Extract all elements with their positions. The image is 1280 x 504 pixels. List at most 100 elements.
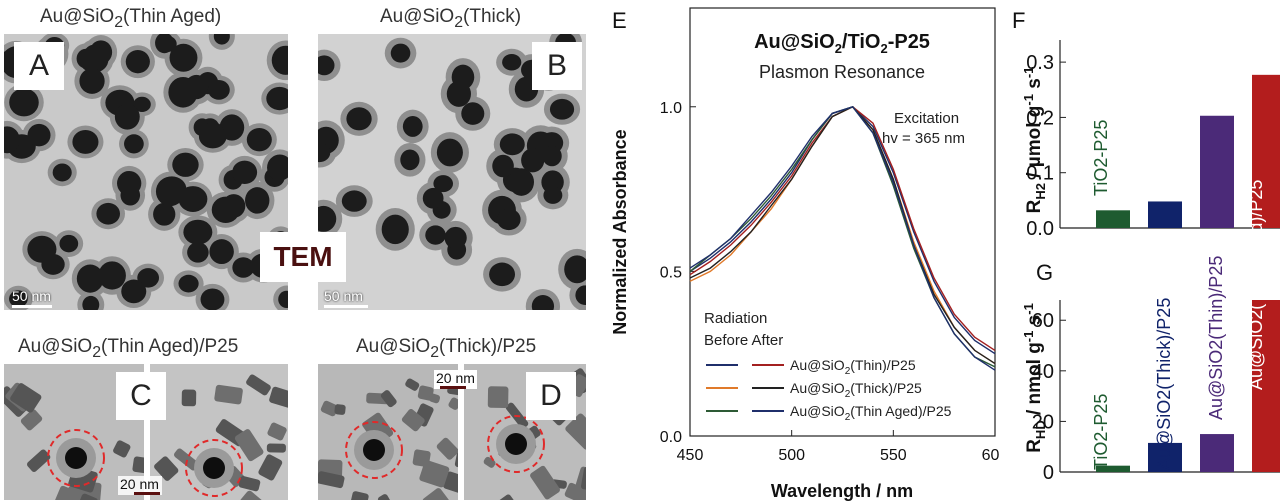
gold-core	[271, 45, 288, 75]
tio2-fragment	[419, 460, 450, 488]
gold-core	[207, 79, 230, 100]
gold-core	[133, 96, 151, 112]
coated-particle-core	[203, 457, 225, 479]
micrograph-c-left-particles	[4, 382, 144, 500]
gold-core	[84, 44, 103, 63]
bar	[1148, 442, 1182, 472]
gold-core	[9, 88, 39, 117]
gold-core	[153, 202, 176, 226]
tio2-fragment	[234, 429, 264, 462]
tio2-fragment	[154, 456, 179, 481]
tio2-fragment	[487, 386, 509, 409]
gold-core	[541, 170, 564, 194]
highlight-circle	[185, 439, 243, 497]
chart-e-subtitle: Plasmon Resonance	[759, 62, 925, 82]
gold-core	[137, 268, 160, 288]
gold-core	[245, 187, 270, 214]
gold-core	[96, 202, 121, 225]
scale-bar-a: 50 nm	[12, 288, 52, 308]
gold-core	[82, 295, 100, 310]
tio2-fragment	[181, 389, 197, 407]
tio2-fragment	[318, 471, 345, 489]
gold-core	[200, 288, 225, 310]
legend-header-before-after: Before After	[704, 332, 783, 349]
gold-core	[114, 103, 140, 130]
gold-core	[172, 152, 199, 177]
micrograph-d-left-particles	[318, 370, 458, 500]
tio2-fragment	[320, 400, 339, 417]
gold-core	[425, 225, 446, 245]
tio2-fragment	[483, 456, 496, 468]
gold-core	[246, 127, 272, 152]
tio2-fragment	[240, 490, 270, 500]
gold-core	[213, 34, 230, 45]
panel-a-title: Au@SiO2(Thin Aged)	[40, 6, 222, 31]
gold-core	[59, 234, 79, 253]
gold-core	[4, 51, 15, 67]
y-tick-label: 0.0	[1026, 218, 1054, 240]
tio2-fragment	[132, 456, 144, 475]
bar	[1096, 465, 1130, 472]
x-tick-label: 500	[778, 447, 805, 464]
tem-label: TEM	[260, 232, 346, 282]
highlight-circle	[487, 415, 545, 473]
category-label: TiO2-P25	[1091, 394, 1111, 470]
tio2-fragment	[401, 409, 425, 432]
bar	[1148, 201, 1182, 228]
chart-f-g: RH2 / µmol g-1 s-1 RHD / nmol g-1 s-1 0.…	[1021, 40, 1280, 484]
gold-core	[499, 133, 525, 156]
highlight-circle	[345, 421, 403, 479]
svg-text:Au@SiO2(Thin)/P25: Au@SiO2(Thin)/P25	[790, 357, 916, 377]
y-tick-label: 0.3	[1026, 52, 1054, 74]
gold-core	[461, 102, 485, 125]
y-tick-label: 60	[1032, 310, 1054, 332]
gold-core	[201, 121, 224, 144]
gold-core	[318, 205, 337, 232]
bar	[1252, 74, 1280, 228]
chart-f-ylabel: RH2 / µmol g-1 s-1	[1021, 67, 1048, 214]
gold-core	[209, 239, 234, 265]
gold-core	[72, 130, 99, 154]
y-tick-label: 0.5	[660, 264, 682, 281]
gold-core	[9, 290, 28, 308]
tio2-fragment	[380, 390, 397, 408]
gold-core	[341, 190, 367, 212]
bar	[1200, 115, 1234, 228]
scale-bar-b: 50 nm	[324, 288, 368, 308]
panel-c-title: Au@SiO2(Thin Aged)/P25	[18, 336, 239, 361]
series-line	[689, 105, 996, 371]
y-tick-label: 0	[1043, 462, 1054, 484]
bar	[1252, 300, 1280, 472]
gold-core	[187, 242, 209, 263]
legend-entry-thin: Au@SiO2(Thin)/P25	[706, 357, 916, 377]
tio2-fragment	[350, 491, 369, 500]
tio2-fragment	[214, 384, 243, 405]
gold-core	[543, 186, 563, 204]
tio2-fragment	[72, 487, 103, 500]
gold-core	[436, 138, 463, 167]
gold-core	[390, 43, 411, 63]
tio2-fragment	[422, 488, 452, 500]
gold-core	[575, 285, 586, 306]
tio2-fragment	[266, 443, 286, 453]
panel-c-letter: C	[116, 372, 166, 420]
gold-core	[381, 214, 409, 245]
tio2-fragment	[448, 397, 458, 410]
gold-core	[492, 154, 514, 178]
gold-core	[27, 123, 51, 147]
tio2-fragment	[246, 374, 271, 396]
category-label: Au@SiO2(Thin)/P25	[1206, 256, 1226, 420]
gold-core	[125, 50, 150, 74]
tio2-fragment	[10, 383, 42, 413]
y-tick-label: 20	[1032, 411, 1054, 433]
gold-core	[402, 116, 423, 137]
gold-core	[318, 142, 331, 163]
gold-core	[117, 170, 142, 196]
gold-core	[155, 176, 185, 207]
coated-particle-core	[505, 433, 527, 455]
gold-core	[422, 187, 444, 209]
gold-core	[178, 274, 199, 293]
tio2-fragment	[580, 466, 586, 491]
gold-core	[521, 148, 545, 173]
tio2-fragment	[238, 476, 261, 492]
